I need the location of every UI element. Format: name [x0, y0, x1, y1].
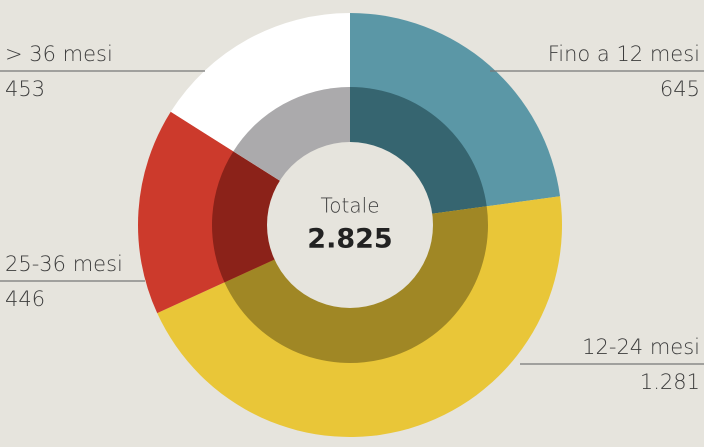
value-label: 453 [5, 77, 45, 101]
category-label: 12-24 mesi [582, 335, 700, 359]
category-label: Fino a 12 mesi [548, 42, 700, 66]
value-label: 645 [660, 77, 700, 101]
category-label: 25-36 mesi [5, 252, 123, 276]
value-label: 446 [5, 287, 45, 311]
center-label: Totale [320, 194, 379, 218]
category-label: > 36 mesi [5, 42, 113, 66]
hole [267, 142, 433, 308]
center-value: 2.825 [307, 224, 392, 255]
value-label: 1.281 [640, 370, 700, 394]
